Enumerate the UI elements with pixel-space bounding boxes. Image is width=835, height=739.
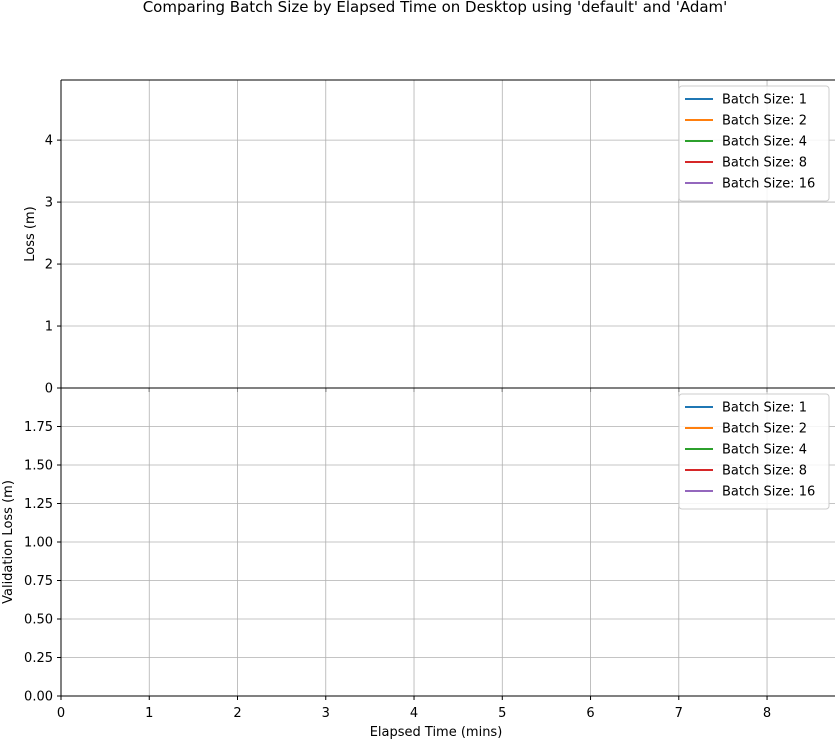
legend-label: Batch Size: 2 xyxy=(722,114,807,129)
legend-label: Batch Size: 1 xyxy=(722,401,807,416)
y-tick-label: 0.00 xyxy=(24,690,53,705)
y-axis-label: Loss (m) xyxy=(23,206,38,261)
legend-box xyxy=(678,393,830,510)
legend-label: Batch Size: 8 xyxy=(722,156,807,171)
legend-label: Batch Size: 4 xyxy=(722,135,807,150)
legend-label: Batch Size: 1 xyxy=(722,93,807,108)
y-axis-label: Validation Loss (m) xyxy=(1,480,16,604)
x-tick-label: 6 xyxy=(586,706,594,721)
x-axis-label: Elapsed Time (mins) xyxy=(370,725,503,739)
x-tick-label: 5 xyxy=(498,706,506,721)
y-tick-label: 0 xyxy=(45,382,53,397)
y-tick-label: 1 xyxy=(45,320,53,335)
x-tick-label: 8 xyxy=(763,706,771,721)
legend-label: Batch Size: 8 xyxy=(722,464,807,479)
y-tick-label: 1.75 xyxy=(24,420,53,435)
y-tick-label: 0.25 xyxy=(24,651,53,666)
x-tick-label: 3 xyxy=(322,706,330,721)
legend-label: Batch Size: 4 xyxy=(722,443,807,458)
legend: Batch Size: 1 Batch Size: 2 Batch Size: 4 B… xyxy=(678,85,830,202)
y-tick-label: 0.75 xyxy=(24,574,53,589)
figure-title: Comparing Batch Size by Elapsed Time on … xyxy=(143,0,728,16)
y-tick-label: 1.25 xyxy=(24,497,53,512)
legend-label: Batch Size: 16 xyxy=(722,177,815,192)
x-tick-label: 2 xyxy=(233,706,241,721)
y-tick-label: 2 xyxy=(45,258,53,273)
legend: Batch Size: 1 Batch Size: 2 Batch Size: 4 B… xyxy=(678,393,830,510)
legend-label: Batch Size: 2 xyxy=(722,422,807,437)
x-tick-label: 1 xyxy=(145,706,153,721)
y-tick-label: 0.50 xyxy=(24,613,53,628)
legend-box xyxy=(678,85,830,202)
y-tick-label: 4 xyxy=(45,134,53,149)
legend-label: Batch Size: 16 xyxy=(722,485,815,500)
x-tick-label: 4 xyxy=(410,706,418,721)
y-tick-label: 3 xyxy=(45,196,53,211)
chart-panel-2: 0.00 0.25 0.50 0.75 1.00 1.25 1.50 1.75 0 1 2 3 4 5 6 7… xyxy=(1,387,835,739)
y-tick-label: 1.50 xyxy=(24,459,53,474)
y-tick-label: 1.00 xyxy=(24,536,53,551)
x-tick-label: 0 xyxy=(57,706,65,721)
x-tick-label: 7 xyxy=(675,706,683,721)
